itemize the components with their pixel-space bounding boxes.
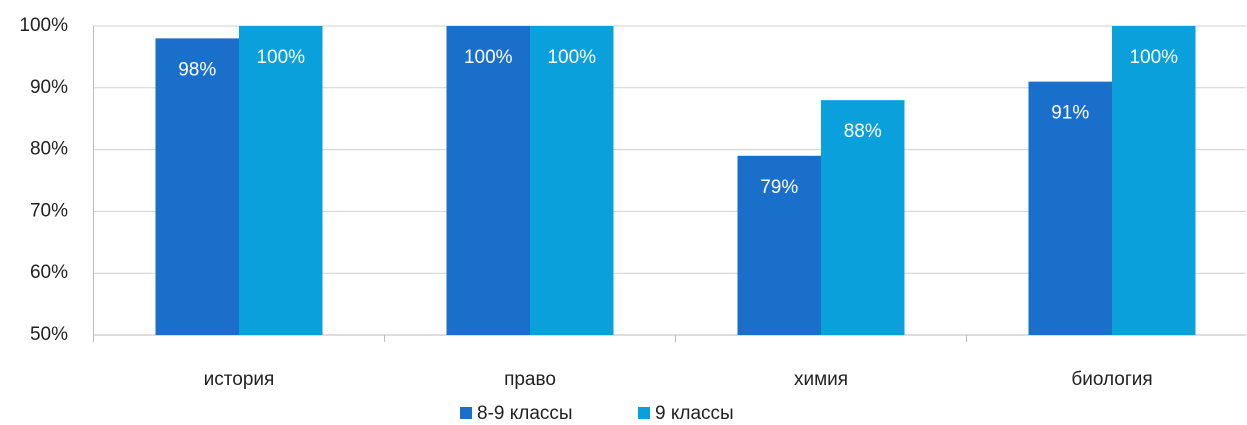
bar [737, 155, 821, 335]
x-tick-label: химия [794, 369, 848, 390]
bar [1112, 26, 1196, 335]
bar [446, 26, 530, 335]
bar [239, 26, 323, 335]
x-tick-label: право [504, 369, 556, 390]
y-tick-label: 60% [30, 262, 68, 283]
data-label: 100% [464, 47, 513, 68]
y-tick-label: 70% [30, 200, 68, 221]
legend-swatch [638, 407, 650, 419]
legend-swatch [460, 407, 472, 419]
x-tick-label: история [204, 369, 275, 390]
y-tick-label: 90% [30, 77, 68, 98]
data-label: 100% [1129, 47, 1178, 68]
x-tick-label: биология [1071, 369, 1152, 390]
legend-label: 8-9 классы [477, 403, 573, 424]
data-label: 100% [547, 47, 596, 68]
bar [821, 100, 905, 335]
y-tick-label: 100% [19, 15, 68, 36]
legend-label: 9 классы [655, 403, 734, 424]
data-label: 100% [256, 47, 305, 68]
bar [1028, 81, 1112, 336]
bar [530, 26, 614, 335]
y-tick-label: 80% [30, 139, 68, 160]
data-label: 79% [760, 177, 798, 198]
bar [155, 38, 239, 336]
y-tick-label: 50% [30, 324, 68, 345]
data-label: 88% [844, 121, 882, 142]
data-label: 98% [178, 59, 216, 80]
data-label: 91% [1051, 103, 1089, 124]
